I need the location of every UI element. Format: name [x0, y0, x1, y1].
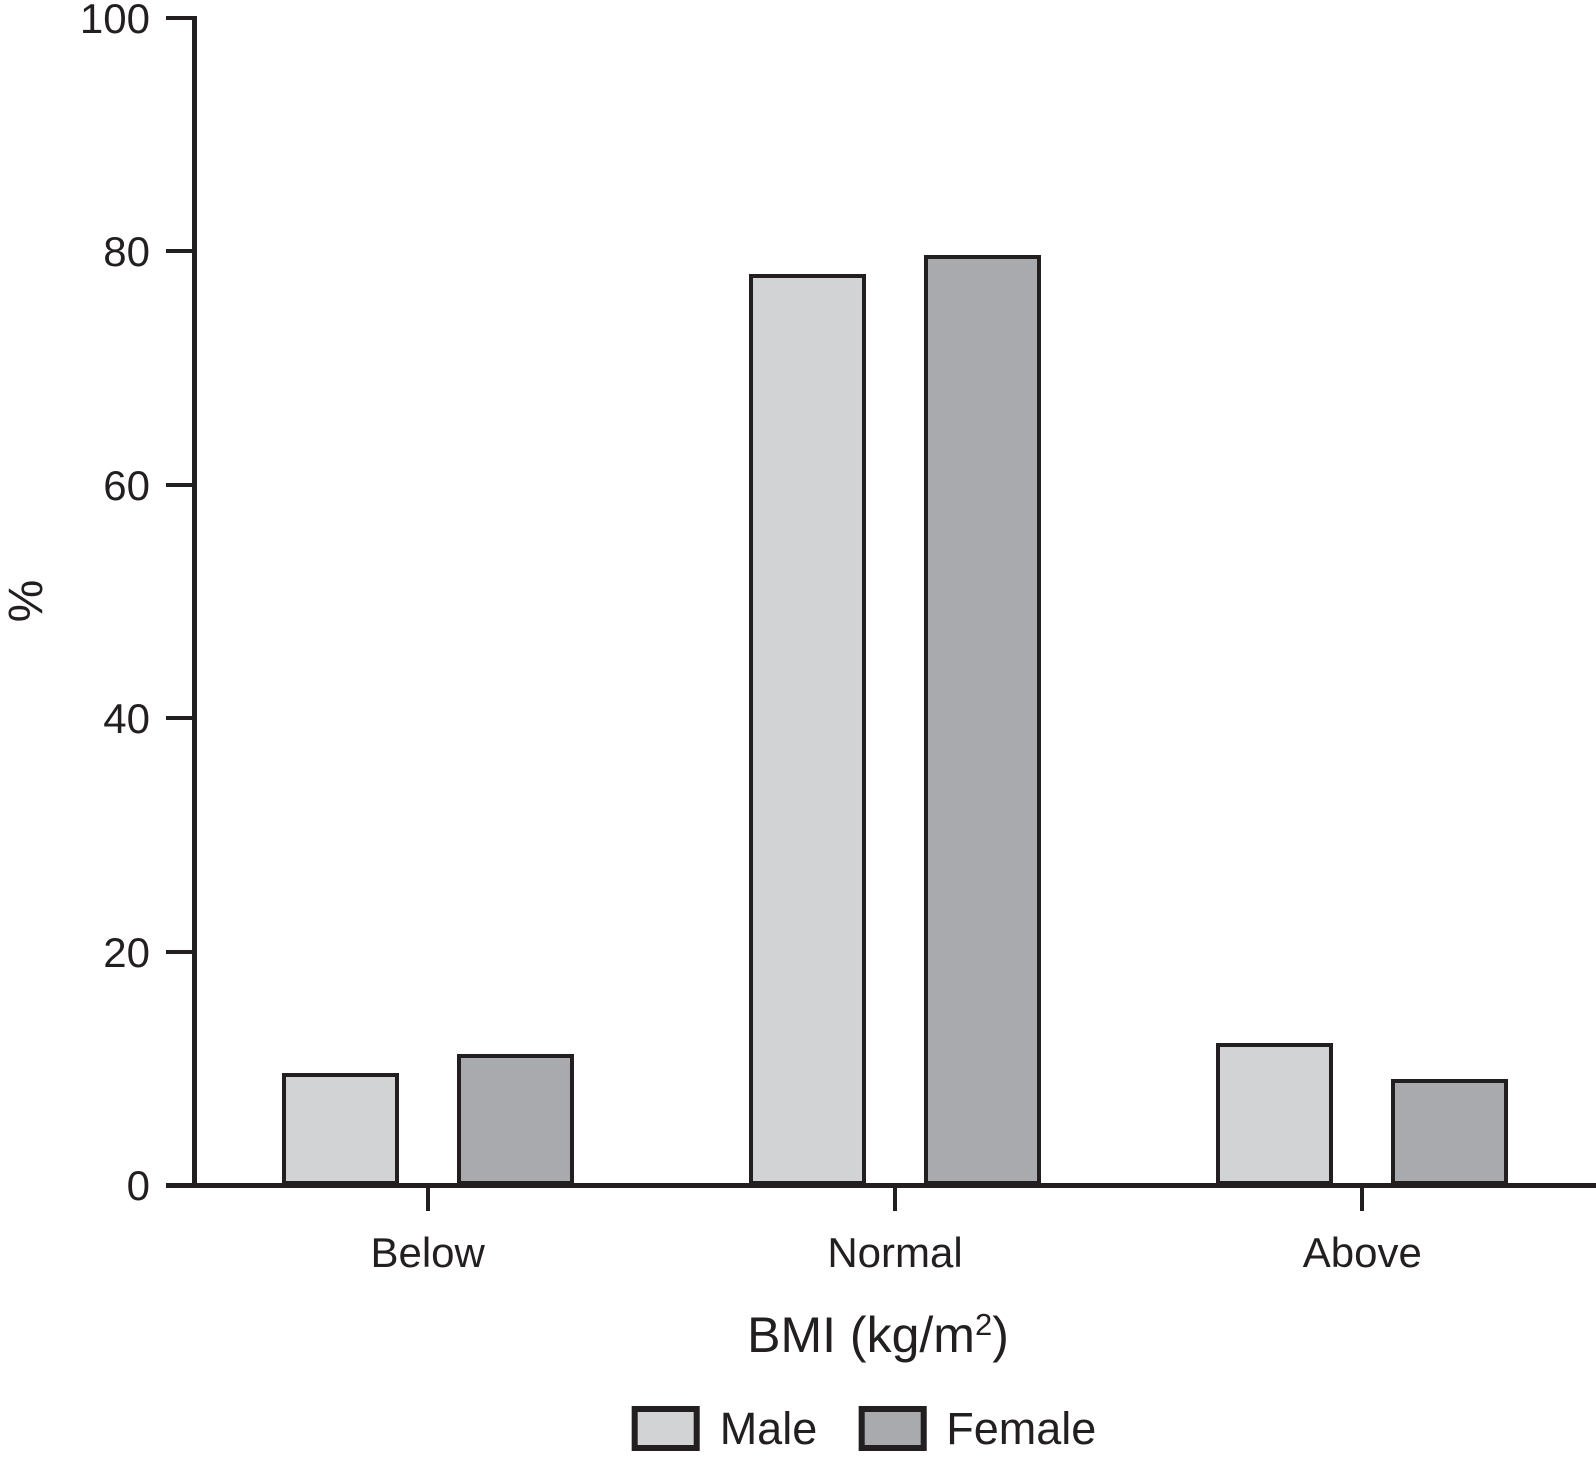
y-axis-tick [166, 949, 197, 954]
y-axis-tick [166, 16, 197, 20]
x-axis-line [166, 1183, 1596, 1188]
x-category-label: Above [1302, 1229, 1422, 1276]
legend: Male Female [631, 1403, 1096, 1454]
bar-male-above [1216, 1042, 1334, 1185]
y-tick-label: 0 [126, 1161, 150, 1209]
y-tick-label: 100 [79, 0, 150, 42]
y-tick-label: 60 [103, 461, 150, 509]
x-axis-label-base: BMI (kg/m [747, 1307, 975, 1363]
y-tick-label: 80 [103, 228, 150, 276]
x-axis-tick [425, 1185, 430, 1211]
x-axis-label: BMI (kg/m2) [747, 1308, 1009, 1363]
y-axis-tick [166, 716, 197, 721]
legend-swatch-male [631, 1406, 700, 1451]
bar-female-normal [924, 254, 1041, 1185]
y-axis-line [192, 18, 197, 1188]
y-axis-tick [166, 249, 197, 254]
y-tick-label: 20 [103, 928, 150, 976]
bar-male-normal [749, 273, 866, 1185]
x-category-label: Below [370, 1229, 485, 1276]
x-axis-tick [1360, 1185, 1365, 1211]
y-tick-label: 40 [103, 695, 150, 743]
x-axis-label-suffix: ) [992, 1307, 1009, 1363]
y-axis-tick [166, 482, 197, 487]
legend-item-male: Male [631, 1403, 818, 1454]
bar-female-above [1391, 1078, 1509, 1185]
x-category-label: Normal [827, 1229, 963, 1276]
legend-item-female: Female [858, 1406, 1096, 1451]
y-axis-label: % [0, 579, 53, 623]
bar-female-below [456, 1054, 574, 1185]
bar-male-below [281, 1072, 399, 1185]
legend-label-female: Female [946, 1403, 1097, 1454]
x-axis-label-superscript: 2 [974, 1306, 993, 1342]
legend-label-male: Male [719, 1403, 818, 1454]
legend-swatch-female [858, 1406, 927, 1451]
y-axis-tick [166, 1183, 197, 1187]
x-axis-tick [893, 1185, 897, 1211]
